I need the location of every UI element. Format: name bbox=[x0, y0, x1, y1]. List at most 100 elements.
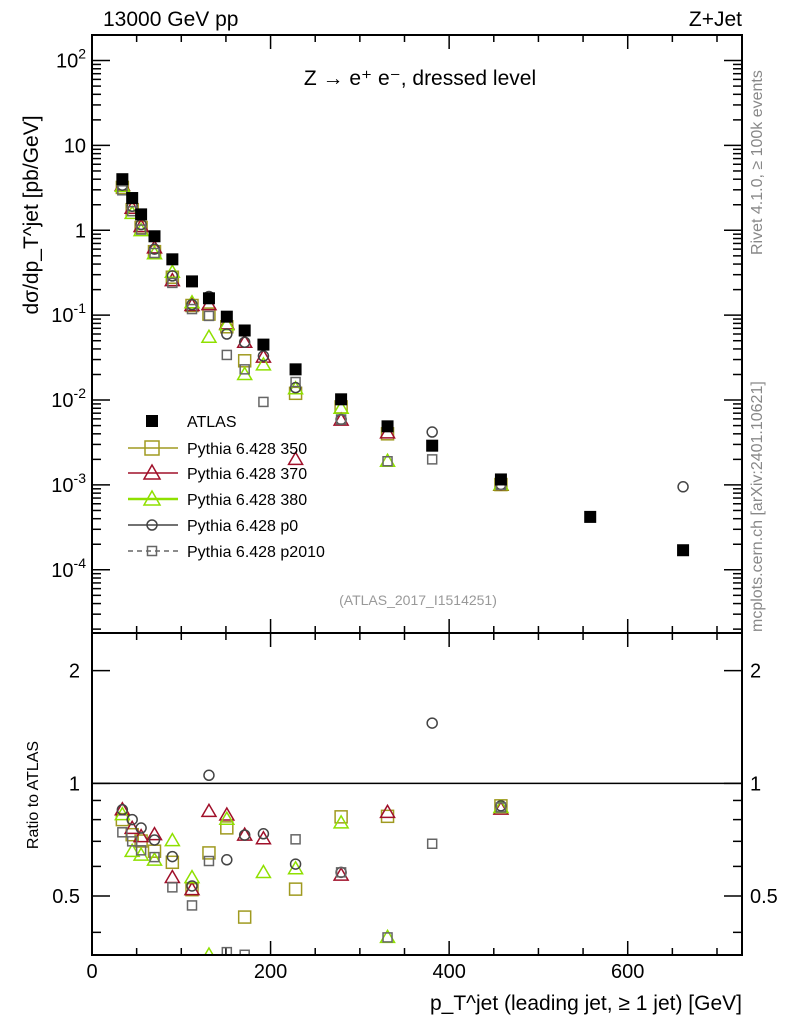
atlas-marker bbox=[335, 393, 348, 406]
square-marker bbox=[334, 810, 348, 824]
ratio-tick-label: 2 bbox=[750, 661, 761, 683]
ratio-tick-label: 1 bbox=[750, 773, 761, 795]
circle-marker bbox=[221, 328, 233, 340]
square-marker bbox=[335, 414, 347, 425]
atlas-marker bbox=[677, 544, 690, 557]
triangle-marker bbox=[142, 489, 162, 506]
circle-marker bbox=[426, 426, 438, 438]
triangle-marker bbox=[200, 328, 218, 343]
square-marker bbox=[335, 867, 347, 878]
atlas-marker bbox=[257, 338, 270, 351]
triangle-marker bbox=[203, 946, 214, 955]
series-2 bbox=[114, 177, 510, 491]
square-marker bbox=[220, 821, 234, 835]
ratio-y-axis-label: Ratio to ATLAS bbox=[25, 741, 42, 849]
square-marker bbox=[117, 185, 128, 196]
analysis-label: (ATLAS_2017_I1514251) bbox=[339, 592, 497, 608]
triangle-marker bbox=[142, 463, 162, 480]
legend-label: Pythia 6.428 380 bbox=[187, 492, 307, 509]
ratio-tick-label: 2 bbox=[69, 661, 80, 683]
x-tick-label: 600 bbox=[611, 961, 644, 983]
x-tick-label: 400 bbox=[432, 961, 465, 983]
y-axis-label: dσ/dp_T^jet [pb/GeV] bbox=[20, 115, 43, 314]
legend-label: Pythia 6.428 350 bbox=[187, 441, 307, 458]
atlas-marker bbox=[381, 420, 394, 433]
circle-marker bbox=[238, 829, 251, 841]
triangle-marker bbox=[218, 316, 236, 331]
square-marker bbox=[258, 396, 269, 408]
triangle-marker bbox=[164, 869, 181, 884]
square-marker bbox=[495, 802, 507, 813]
square-marker bbox=[290, 376, 301, 388]
triangle-marker bbox=[164, 832, 181, 847]
circle-marker bbox=[166, 850, 179, 863]
triangle-marker bbox=[132, 222, 150, 237]
y-tick-label: 102 bbox=[56, 46, 86, 73]
square-marker bbox=[239, 364, 250, 375]
atlas-marker bbox=[116, 173, 129, 186]
triangle-marker bbox=[332, 814, 350, 829]
circle-marker bbox=[186, 880, 198, 892]
triangle-marker bbox=[255, 864, 272, 879]
atlas-marker bbox=[238, 324, 251, 337]
mcplots-label: mcplots.cern.ch [arXiv:2401.10621] bbox=[749, 381, 766, 632]
y-tick-label: 10-2 bbox=[51, 385, 86, 412]
atlas-marker bbox=[426, 439, 439, 452]
circle-marker bbox=[257, 828, 270, 840]
square-marker bbox=[144, 440, 160, 456]
ratio-plot bbox=[92, 717, 742, 955]
square-marker bbox=[146, 545, 158, 557]
x-axis-label: p_T^jet (leading jet, ≥ 1 jet) [GeV] bbox=[430, 992, 742, 1015]
atlas-marker bbox=[126, 192, 139, 205]
x-tick-label: 0 bbox=[86, 961, 97, 983]
square-marker bbox=[117, 827, 128, 838]
ratio-tick-label: 0.5 bbox=[52, 886, 80, 908]
header-right: Z+Jet bbox=[689, 8, 742, 31]
legend-label: Pythia 6.428 p2010 bbox=[187, 544, 325, 561]
circle-marker bbox=[677, 481, 689, 493]
triangle-marker bbox=[218, 806, 236, 821]
square-marker bbox=[221, 946, 233, 955]
square-marker bbox=[203, 310, 215, 322]
triangle-marker bbox=[332, 399, 350, 415]
circle-marker bbox=[148, 834, 161, 846]
square-marker bbox=[135, 224, 147, 235]
y-tick-label: 10-3 bbox=[51, 470, 86, 497]
atlas-marker bbox=[584, 510, 597, 523]
atlas-marker bbox=[494, 473, 507, 486]
triangle-marker bbox=[164, 263, 181, 279]
y-tick-label: 10-1 bbox=[51, 300, 86, 327]
triangle-marker bbox=[287, 380, 304, 395]
square-marker bbox=[203, 855, 215, 867]
square-marker bbox=[126, 836, 138, 847]
square-marker bbox=[149, 247, 160, 259]
square-marker bbox=[202, 846, 216, 860]
atlas-series bbox=[116, 173, 690, 557]
square-marker bbox=[149, 851, 160, 863]
circle-marker bbox=[146, 519, 158, 531]
ratio-tick-label: 1 bbox=[69, 773, 80, 795]
square-marker bbox=[382, 456, 393, 467]
ratio-series-2 bbox=[114, 798, 510, 955]
ratio-frame bbox=[91, 632, 743, 956]
legend-label: Pythia 6.428 p0 bbox=[187, 518, 298, 535]
atlas-marker bbox=[135, 208, 148, 221]
square-marker bbox=[167, 277, 178, 289]
square-marker bbox=[221, 349, 233, 361]
triangle-marker bbox=[218, 810, 236, 825]
atlas-marker bbox=[186, 275, 198, 288]
plot-title: Z → e⁺ e⁻, dressed level bbox=[304, 67, 536, 90]
atlas-marker bbox=[148, 230, 161, 243]
series-4 bbox=[117, 185, 507, 491]
atlas-marker bbox=[146, 415, 158, 427]
square-marker bbox=[426, 838, 438, 850]
triangle-marker bbox=[123, 842, 141, 858]
triangle-marker bbox=[492, 800, 510, 815]
x-tick-label: 200 bbox=[254, 961, 287, 983]
legend-label: Pythia 6.428 370 bbox=[187, 466, 307, 483]
atlas-marker bbox=[220, 310, 233, 323]
square-marker bbox=[165, 855, 180, 870]
atlas-marker bbox=[202, 292, 215, 305]
square-marker bbox=[135, 845, 147, 856]
